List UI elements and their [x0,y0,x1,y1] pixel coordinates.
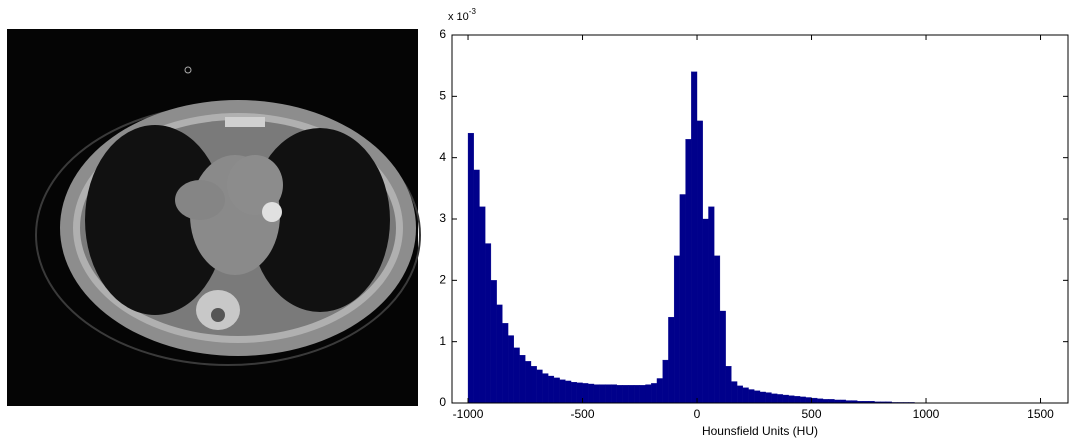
y-tick-label: 5 [439,89,446,103]
bar [725,366,732,404]
bar [777,394,784,404]
bar [599,384,606,404]
bar [525,361,532,404]
y-multiplier-base: x 10 [448,11,469,23]
bar [822,399,829,404]
bar [731,381,738,404]
bar [805,397,812,404]
bar [530,366,537,404]
ct-calcification [262,202,282,222]
bar [616,385,623,404]
ct-lung-right [85,125,225,315]
bar [817,398,824,404]
ct-canal [211,308,225,322]
bar [736,385,743,404]
bar [645,384,652,404]
bar [496,304,503,404]
bar [628,385,635,404]
x-tick-label: -500 [571,407,595,421]
bar [479,206,486,404]
bar [588,383,595,404]
bar [485,243,492,404]
bar [771,393,778,404]
bar [702,218,709,404]
bar [788,395,795,404]
bar [828,399,835,404]
bar [754,390,761,404]
bar [742,387,749,404]
bar [708,206,715,404]
bar [490,280,497,404]
x-tick-label: 500 [802,407,822,421]
plot-frame [451,34,1069,404]
bar [582,383,589,404]
bar [799,396,806,404]
x-tick-label: 1000 [913,407,940,421]
bar [662,359,669,404]
y-tick-label: 0 [439,395,446,409]
ct-aorta [227,155,283,215]
ct-marker [184,66,192,74]
bar [570,381,577,404]
bar [576,382,583,404]
bar [668,316,675,404]
bar [593,384,600,404]
bar [714,255,721,404]
bar [639,385,646,404]
bar [565,380,572,404]
y-tick-label: 2 [439,273,446,287]
bar [559,379,566,404]
bar [473,169,480,404]
bar [622,385,629,404]
bar [673,255,681,404]
bar [794,396,801,404]
y-tick-label: 1 [439,334,446,348]
bar [748,389,755,404]
bar [811,397,818,404]
bar [542,373,549,404]
y-tick-label: 6 [439,27,446,41]
bar [782,394,789,404]
bar [696,120,703,404]
bar [719,310,726,404]
ct-vessel [175,180,225,220]
bar [651,383,658,404]
x-tick-label: 1500 [1027,407,1054,421]
y-tick-label: 3 [439,211,446,225]
bar [507,335,514,404]
bar [513,347,520,404]
bar [691,71,698,404]
bar [548,375,555,404]
bar [553,377,560,404]
bar [519,355,526,404]
ct-sternum [225,117,265,127]
bar [765,392,772,404]
x-tick-label: 0 [694,407,701,421]
bar [502,323,509,404]
bar [656,378,663,404]
bar [759,391,766,404]
ct-lung-left [250,128,390,312]
bar [605,384,612,404]
x-tick-label: -1000 [453,407,484,421]
bar [467,132,474,404]
bar [633,385,640,404]
bar [679,194,686,404]
bar [536,369,543,404]
y-multiplier: x 10-3 [448,7,476,23]
ct-image [7,29,421,406]
y-tick-label: 4 [439,150,446,164]
y-multiplier-exponent: -3 [469,7,477,16]
bar [611,384,618,404]
x-axis-label: Hounsfield Units (HU) [702,424,818,438]
bar [685,139,692,404]
